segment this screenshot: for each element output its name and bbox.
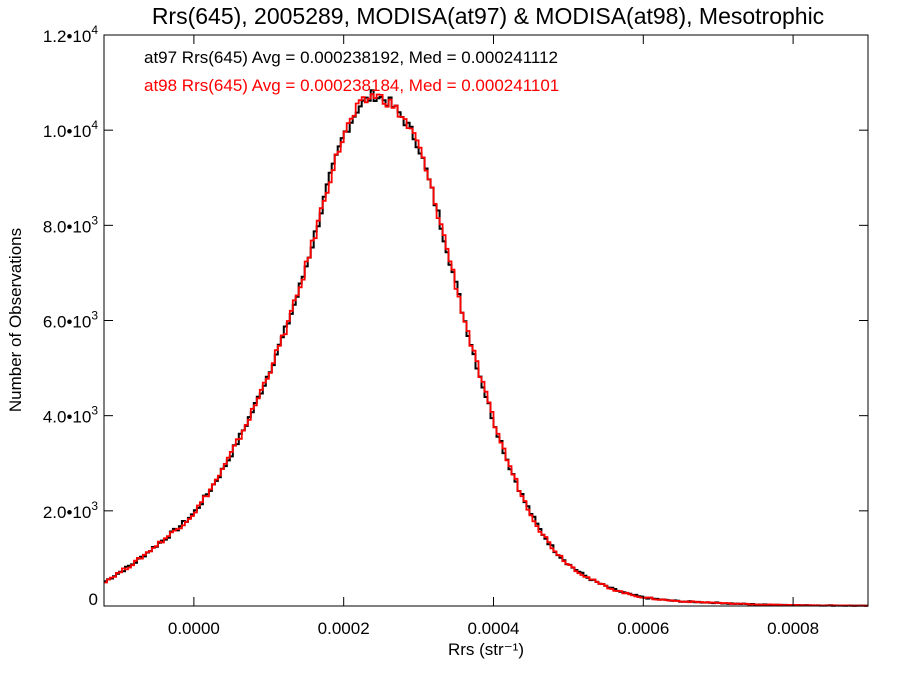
y-tick-label: 4.0•103	[43, 404, 99, 427]
x-tick-label: 0.0008	[767, 619, 819, 638]
y-tick-label: 2.0•103	[43, 499, 99, 522]
y-tick-label: 8.0•103	[43, 213, 99, 236]
y-axis: 0 2.0•103 4.0•103 6.0•103 8.0•103 1.0•104 1.2•…	[43, 23, 868, 609]
x-axis-label: Rrs (str⁻¹)	[448, 640, 524, 659]
x-tick-label: 0.0004	[467, 619, 519, 638]
series-at98-line	[104, 93, 868, 607]
y-axis-label: Number of Observations	[6, 228, 25, 412]
x-tick-label: 0.0000	[168, 619, 220, 638]
plot-frame	[103, 34, 869, 607]
y-tick-label: 1.2•104	[43, 23, 99, 46]
annotation-at97: at97 Rrs(645) Avg = 0.000238192, Med = 0…	[144, 48, 558, 67]
chart-title: Rrs(645), 2005289, MODISA(at97) & MODISA…	[152, 3, 824, 29]
annotation-at98: at98 Rrs(645) Avg = 0.000238184, Med = 0…	[144, 76, 559, 95]
series-layer	[104, 89, 868, 607]
x-tick-label: 0.0002	[318, 619, 370, 638]
x-tick-label: 0.0006	[617, 619, 669, 638]
y-tick-label: 6.0•103	[43, 309, 99, 332]
y-tick-label: 1.0•104	[43, 118, 99, 141]
series-at97-line	[104, 89, 868, 607]
y-tick-label: 0	[89, 590, 98, 609]
x-axis: 0.0000 0.0002 0.0004 0.0006 0.0008	[168, 35, 819, 638]
